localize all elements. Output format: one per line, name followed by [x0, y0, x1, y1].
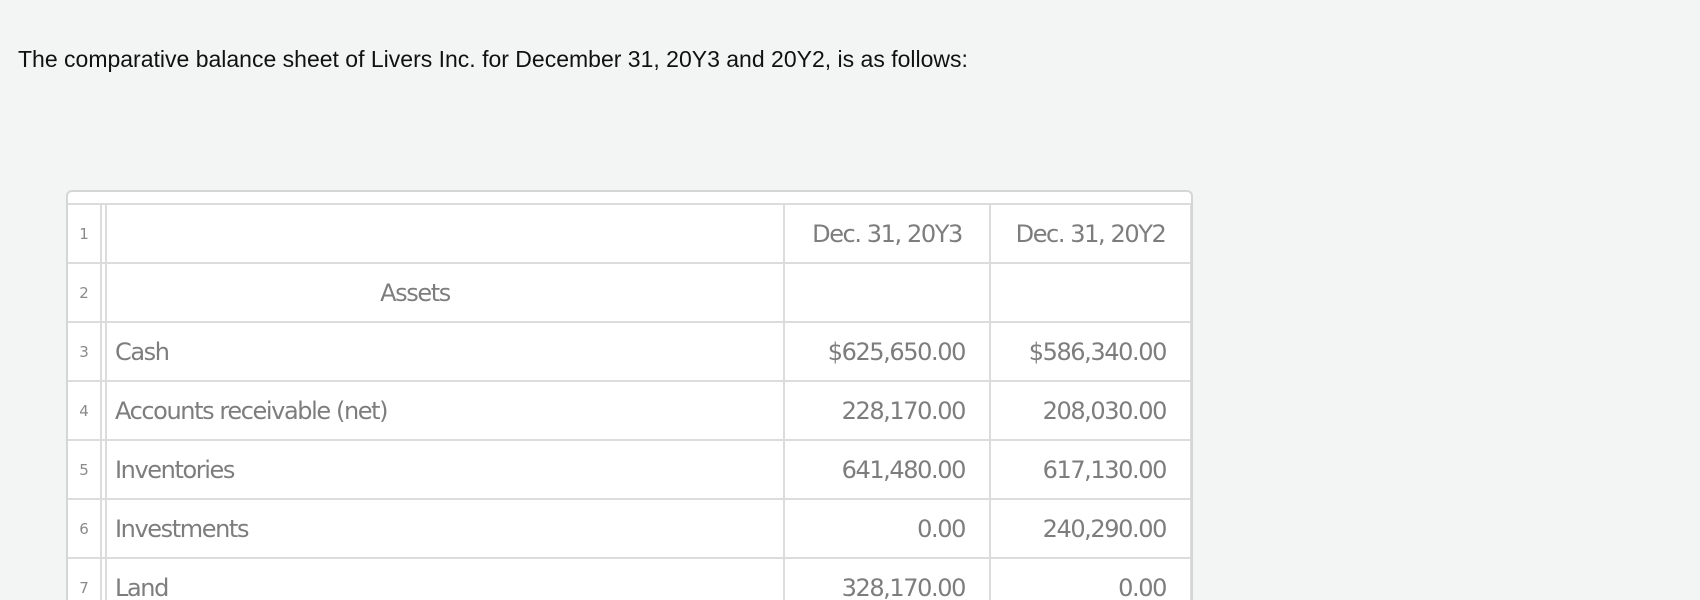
row-number: 4	[68, 380, 102, 441]
amount-cell-20y2[interactable]: 617,130.00	[989, 439, 1191, 500]
label-cell[interactable]: Cash	[105, 321, 785, 382]
table-row: 6 Investments 0.00 240,290.00	[68, 498, 1191, 559]
row-number: 5	[68, 439, 102, 500]
amount-cell-20y2[interactable]	[989, 262, 1191, 323]
column-header-20y2[interactable]: Dec. 31, 20Y2	[989, 203, 1191, 264]
amount-cell-20y3[interactable]: 228,170.00	[783, 380, 991, 441]
row-number: 7	[68, 557, 102, 600]
amount-cell-20y2[interactable]: 0.00	[989, 557, 1191, 600]
amount-cell-20y2[interactable]: 208,030.00	[989, 380, 1191, 441]
balance-sheet-table: 1 Dec. 31, 20Y3 Dec. 31, 20Y2 2 Assets 3…	[68, 203, 1191, 600]
label-cell[interactable]: Inventories	[105, 439, 785, 500]
amount-cell-20y2[interactable]: $586,340.00	[989, 321, 1191, 382]
row-number: 2	[68, 262, 102, 323]
row-number: 6	[68, 498, 102, 559]
amount-cell-20y3[interactable]: 641,480.00	[783, 439, 991, 500]
amount-cell-20y3[interactable]: 328,170.00	[783, 557, 991, 600]
amount-cell-20y3[interactable]: $625,650.00	[783, 321, 991, 382]
table-row: 3 Cash $625,650.00 $586,340.00	[68, 321, 1191, 382]
label-cell[interactable]	[105, 203, 785, 264]
question-intro-text: The comparative balance sheet of Livers …	[18, 46, 968, 72]
amount-cell-20y3[interactable]: 0.00	[783, 498, 991, 559]
table-row-header: 1 Dec. 31, 20Y3 Dec. 31, 20Y2	[68, 203, 1191, 264]
row-number: 3	[68, 321, 102, 382]
amount-cell-20y3[interactable]	[783, 262, 991, 323]
table-row: 7 Land 328,170.00 0.00	[68, 557, 1191, 600]
amount-cell-20y2[interactable]: 240,290.00	[989, 498, 1191, 559]
section-heading-assets[interactable]: Assets	[105, 262, 785, 323]
row-number: 1	[68, 203, 102, 264]
column-header-20y3[interactable]: Dec. 31, 20Y3	[783, 203, 991, 264]
label-cell[interactable]: Investments	[105, 498, 785, 559]
table-row-section: 2 Assets	[68, 262, 1191, 323]
table-row: 5 Inventories 641,480.00 617,130.00	[68, 439, 1191, 500]
table-row: 4 Accounts receivable (net) 228,170.00 2…	[68, 380, 1191, 441]
label-cell[interactable]: Accounts receivable (net)	[105, 380, 785, 441]
label-cell[interactable]: Land	[105, 557, 785, 600]
balance-sheet-spreadsheet: 1 Dec. 31, 20Y3 Dec. 31, 20Y2 2 Assets 3…	[66, 190, 1193, 600]
